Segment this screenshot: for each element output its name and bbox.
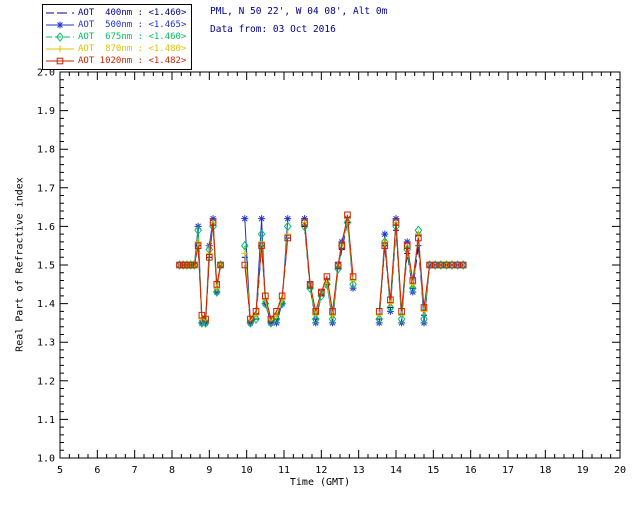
svg-text:1.3: 1.3 <box>37 338 55 349</box>
svg-text:8: 8 <box>169 465 175 476</box>
legend-label-1020nm: AOT 1020nm : <1.482> <box>78 56 187 66</box>
legend-label-870nm: AOT 870nm : <1.480> <box>78 44 187 54</box>
svg-text:19: 19 <box>577 465 589 476</box>
line-sample-675nm-icon <box>46 32 74 42</box>
svg-text:1.4: 1.4 <box>37 299 55 310</box>
svg-text:16: 16 <box>465 465 477 476</box>
legend-label-675nm: AOT 675nm : <1.460> <box>78 32 187 42</box>
legend-item-870nm: AOT 870nm : <1.480> <box>45 43 186 55</box>
legend-item-675nm: AOT 675nm : <1.460> <box>45 31 186 43</box>
svg-text:18: 18 <box>539 465 551 476</box>
svg-text:9: 9 <box>206 465 212 476</box>
svg-text:1.6: 1.6 <box>37 222 55 233</box>
svg-text:5: 5 <box>57 465 63 476</box>
svg-text:11: 11 <box>278 465 290 476</box>
line-sample-400nm-icon <box>46 12 74 14</box>
svg-text:20: 20 <box>614 465 626 476</box>
svg-text:12: 12 <box>315 465 327 476</box>
plot-legend: AOT 400nm : <1.460> AOT 500nm : <1.465> … <box>42 4 193 70</box>
svg-text:15: 15 <box>427 465 439 476</box>
svg-text:1.8: 1.8 <box>37 145 55 156</box>
svg-text:1.1: 1.1 <box>37 415 55 426</box>
legend-label-400nm: AOT 400nm : <1.460> <box>78 8 187 18</box>
line-sample-1020nm-icon <box>46 57 74 65</box>
svg-text:1.7: 1.7 <box>37 183 55 194</box>
svg-text:2.0: 2.0 <box>37 68 55 79</box>
svg-text:10: 10 <box>241 465 253 476</box>
legend-item-1020nm: AOT 1020nm : <1.482> <box>45 55 186 67</box>
site-info-block: PML, N 50 22', W 04 08', Alt 0m Data fro… <box>210 6 387 36</box>
svg-text:1.0: 1.0 <box>37 454 55 465</box>
legend-item-500nm: AOT 500nm : <1.465> <box>45 19 186 31</box>
svg-text:1.5: 1.5 <box>37 261 55 272</box>
x-axis-title: Time (GMT) <box>289 477 351 488</box>
svg-text:14: 14 <box>390 465 402 476</box>
svg-text:6: 6 <box>94 465 100 476</box>
svg-text:17: 17 <box>502 465 514 476</box>
line-sample-870nm-icon <box>46 45 74 53</box>
site-location-text: PML, N 50 22', W 04 08', Alt 0m <box>210 6 388 17</box>
svg-text:1.2: 1.2 <box>37 376 55 387</box>
legend-label-500nm: AOT 500nm : <1.465> <box>78 20 187 30</box>
svg-text:7: 7 <box>132 465 138 476</box>
legend-item-400nm: AOT 400nm : <1.460> <box>45 7 186 19</box>
svg-text:1.9: 1.9 <box>37 106 55 117</box>
data-date-text: Data from: 03 Oct 2016 <box>210 24 336 35</box>
line-sample-500nm-icon <box>46 21 74 29</box>
y-axis-title: Real Part of Refractive index <box>14 177 26 352</box>
svg-text:13: 13 <box>353 465 365 476</box>
